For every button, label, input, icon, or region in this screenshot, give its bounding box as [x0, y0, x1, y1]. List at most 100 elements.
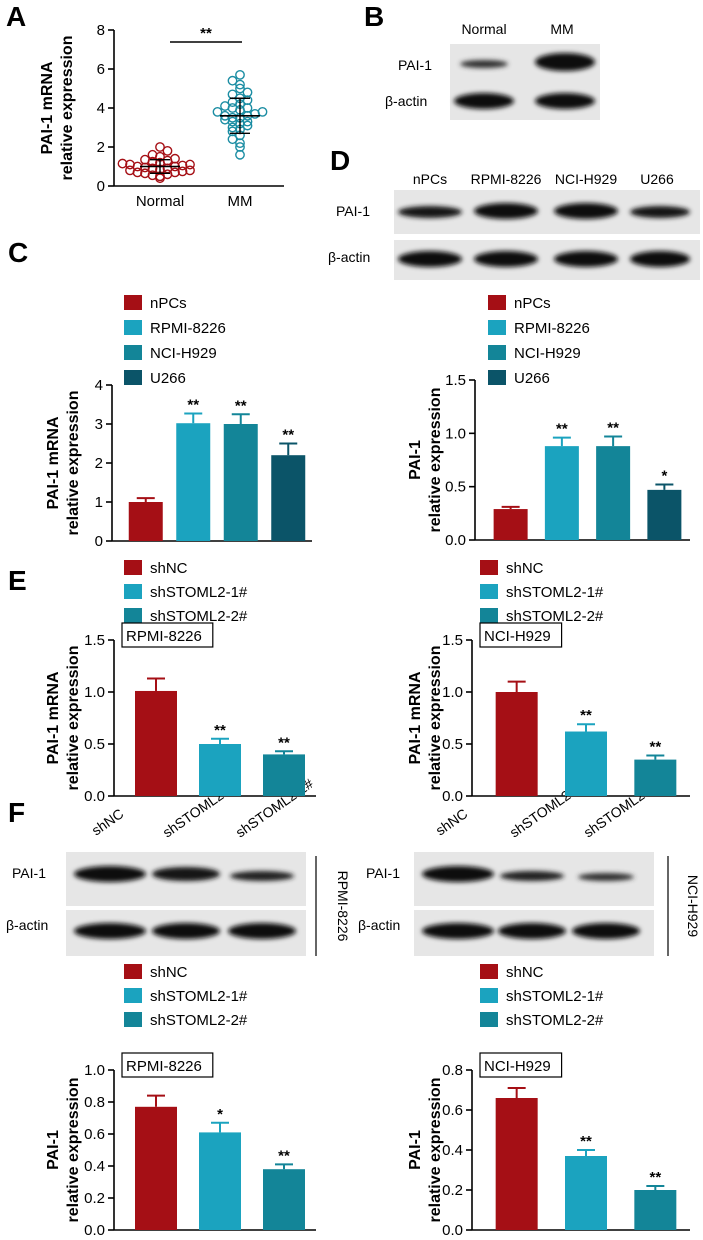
- blot-f-right-band-actin-shnc: [422, 923, 494, 939]
- blot-f-left-band-pai1-sh2: [230, 871, 294, 881]
- blot-f-left-row-actin: β-actin: [6, 917, 48, 933]
- blot-f-right-band-pai1-sh1: [500, 871, 564, 881]
- legend-swatch-u266: [124, 370, 142, 385]
- chart-e-right: 0.0 0.5 1.0 1.5 PAI-1 mRNA relative expressio…: [407, 622, 690, 805]
- c-right-significance: **: [607, 420, 619, 437]
- blot-f-right-row-pai1: PAI-1: [366, 865, 400, 881]
- blot-d-lane-ncih929: NCI-H929: [555, 171, 617, 187]
- legend-label-sh1-fr: shSTOML2-1#: [506, 988, 604, 1005]
- c-right-significance: **: [556, 421, 568, 438]
- legend-swatch-sh2-fr: [480, 1012, 498, 1027]
- blot-f-left-lane-shnc: shNC: [89, 805, 127, 838]
- legend-label-u266: U266: [150, 370, 186, 387]
- e-right-inset-label: NCI-H929: [484, 628, 551, 645]
- a-point-mm: [242, 87, 253, 98]
- legend-swatch-shnc-r: [480, 560, 498, 575]
- legend-swatch-npcs-r: [488, 295, 506, 310]
- legend-swatch-rpmi: [124, 320, 142, 335]
- legend-swatch-sh1-r: [480, 584, 498, 599]
- e-right-ylabel-line: PAI-1 mRNA: [407, 671, 424, 764]
- f-right-bar-shnc: [495, 1098, 538, 1230]
- blot-f-right-band-pai1-shnc: [422, 866, 494, 882]
- panel-label-a: A: [6, 1, 26, 32]
- f-right-bar-shstoml2-1-: [565, 1156, 607, 1230]
- blot-d-band-pai1-rpmi: [474, 203, 538, 219]
- blot-b-band-pai1-normal: [460, 60, 508, 68]
- e-left-bar-shnc: [135, 690, 177, 796]
- a-significance: **: [200, 25, 212, 42]
- f-left-ylabel-line: relative expression: [65, 1078, 82, 1223]
- e-right-ylabel-line: relative expression: [427, 646, 444, 791]
- a-point-normal: [140, 168, 150, 179]
- legend-swatch-sh1-fr: [480, 988, 498, 1003]
- legend-label-shnc-r: shNC: [506, 560, 544, 577]
- a-point-normal: [177, 166, 188, 177]
- c-left-significance: **: [187, 396, 199, 413]
- f-right-significance: **: [649, 1169, 661, 1186]
- a-point-mm: [220, 101, 230, 111]
- panel-label-f: F: [8, 797, 25, 828]
- f-right-ylabel-line: PAI-1: [407, 1130, 424, 1170]
- f-left-bar-shnc: [135, 1106, 177, 1230]
- c-right-ytick-label: 1.0: [445, 425, 466, 442]
- a-point-mm: [242, 116, 253, 127]
- c-left-ylabel-line: PAI-1 mRNA: [45, 416, 62, 509]
- c-right-ylabel-line: relative expression: [427, 388, 444, 533]
- f-right-ytick-label: 0.0: [442, 1222, 463, 1239]
- chart-c-left: 0 1 2 3 4 PAI-1 mRNA relative expression ** ** **: [45, 377, 312, 550]
- blot-f-right-side-label: NCI-H929: [685, 875, 701, 937]
- blot-f-right-band-actin-sh2: [572, 923, 640, 939]
- f-right-ylabel-line: relative expression: [427, 1078, 444, 1223]
- f-left-inset-label: RPMI-8226: [126, 1058, 202, 1075]
- f-right-inset-label: NCI-H929: [484, 1058, 551, 1075]
- legend-label-shnc: shNC: [150, 560, 188, 577]
- a-point-mm: [235, 69, 245, 80]
- c-left-bar-rpmi-8226: [176, 423, 211, 541]
- a-point-mm: [235, 142, 245, 152]
- blot-f-left-side-label: RPMI-8226: [335, 871, 351, 942]
- a-point-normal: [170, 167, 180, 178]
- panel-label-e: E: [8, 565, 27, 596]
- blot-b-band-actin-mm: [535, 93, 595, 109]
- e-right-ytick-label: 1.5: [442, 632, 463, 649]
- f-left-significance: *: [217, 1106, 223, 1123]
- f-left-bar-shstoml2-1-: [199, 1132, 241, 1230]
- f-left-ylabel-line: PAI-1: [45, 1130, 62, 1170]
- chart-f-left: 0.0 0.2 0.4 0.6 0.8 1.0 PAI-1 relative expressi…: [45, 1052, 316, 1239]
- blot-d-band-actin-rpmi: [474, 251, 538, 267]
- e-left-bar-shstoml2-2-: [263, 754, 305, 796]
- blot-f-right: shNC shSTOML2-1# shSTOML2-2# PAI-1 β-act…: [358, 775, 701, 956]
- legend-c-left: nPCs RPMI-8226 NCI-H929 U266: [124, 295, 226, 387]
- e-left-inset-label: RPMI-8226: [126, 628, 202, 645]
- c-left-bar-u266: [271, 455, 306, 541]
- blot-f-left-band-pai1-sh1: [152, 867, 220, 881]
- c-right-bar-npcs: [493, 509, 528, 540]
- legend-swatch-u266-r: [488, 370, 506, 385]
- f-left-ytick-label: 0.6: [84, 1126, 105, 1143]
- blot-d: nPCs RPMI-8226 NCI-H929 U266 PAI-1 β-act…: [328, 171, 700, 280]
- blot-f-left-band-actin-sh2: [228, 923, 296, 939]
- e-right-bar-shstoml2-2-: [634, 759, 677, 796]
- legend-label-rpmi: RPMI-8226: [150, 320, 226, 337]
- legend-label-rpmi-r: RPMI-8226: [514, 320, 590, 337]
- blot-d-band-actin-ncih929: [554, 251, 618, 267]
- a-point-mm: [257, 107, 268, 117]
- f-right-ytick-label: 0.2: [442, 1182, 463, 1199]
- blot-d-band-pai1-u266: [630, 206, 690, 218]
- e-left-bar-shstoml2-1-: [199, 744, 241, 796]
- a-point-normal: [185, 165, 195, 176]
- f-left-inset-box: [121, 1052, 214, 1078]
- c-left-significance: **: [282, 427, 294, 444]
- blot-b-lane-mm: MM: [550, 21, 573, 37]
- blot-b-row-pai1: PAI-1: [398, 57, 432, 73]
- e-right-bar-shnc: [495, 692, 538, 796]
- chart-f-right: 0.0 0.2 0.4 0.6 0.8 PAI-1 relative expression N…: [407, 1052, 690, 1239]
- e-left-ylabel-line: PAI-1 mRNA: [45, 671, 62, 764]
- blot-f-left-row-pai1: PAI-1: [12, 865, 46, 881]
- c-right-ytick-label: 0.0: [445, 532, 466, 549]
- blot-d-lane-rpmi: RPMI-8226: [471, 171, 542, 187]
- c-left-ytick-label: 2: [95, 455, 103, 472]
- legend-c-right: nPCs RPMI-8226 NCI-H929 U266: [488, 295, 590, 387]
- legend-label-sh2-fr: shSTOML2-2#: [506, 1012, 604, 1029]
